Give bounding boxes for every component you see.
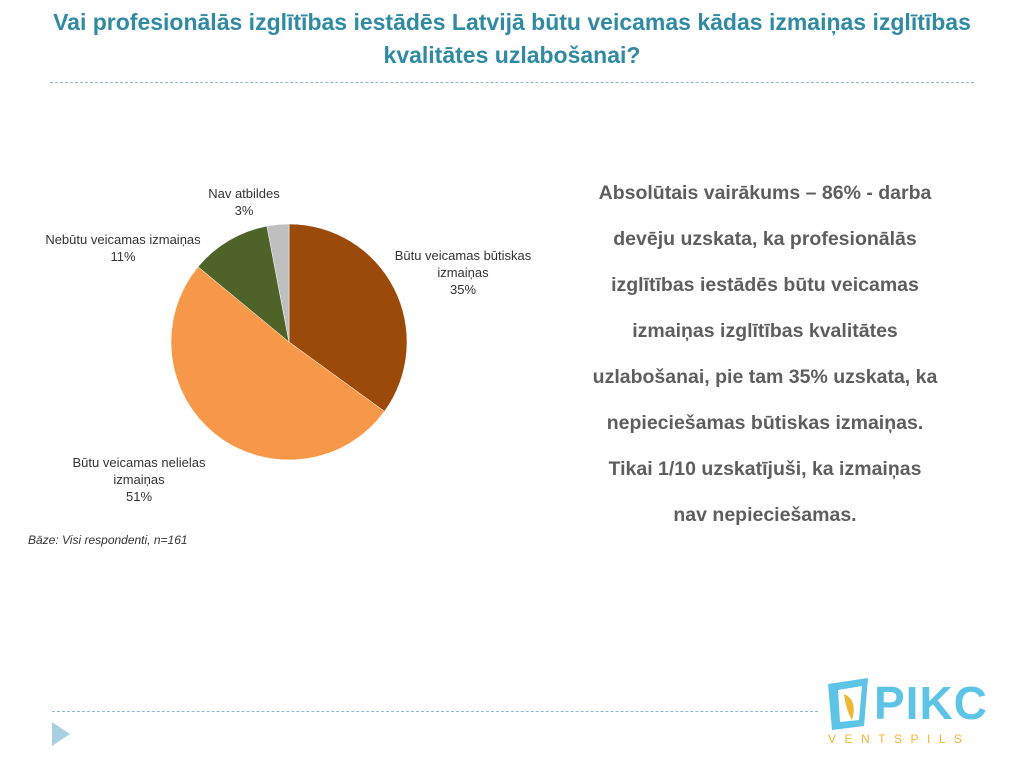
next-slide-arrow-icon[interactable] (52, 722, 70, 746)
slice-name-line: Nav atbildes (208, 186, 280, 201)
bottom-divider (52, 711, 818, 712)
slice-name-line: Nebūtu veicamas izmaiņas (45, 232, 201, 247)
top-divider (50, 82, 974, 83)
summary-line: nepieciešamas būtiskas izmaiņas. (606, 412, 924, 434)
slice-name-line: izmaiņas (437, 265, 489, 280)
slice-label-significant-changes: Būtu veicamas būtiskas izmaiņas 35% (378, 247, 548, 298)
summary-line: izglītības iestādēs būtu veicamas (611, 274, 919, 296)
logo-text: PIKC (874, 677, 988, 729)
slice-value-label: 3% (234, 203, 254, 218)
slice-label-minor-changes: Būtu veicamas nelielas izmaiņas 51% (54, 454, 224, 505)
summary-line: Tikai 1/10 uzskatījuši, ka izmaiņas (608, 458, 922, 480)
base-note: Bāze: Visi respondenti, n=161 (28, 533, 188, 547)
summary-line: uzlabošanai, pie tam 35% uzskata, ka (592, 366, 938, 388)
logo-emblem-icon (828, 678, 868, 730)
pikc-logo: PIKC VENTSPILS (824, 674, 1000, 754)
slice-value-label: 51% (125, 489, 153, 504)
slice-value-label: 35% (449, 282, 477, 297)
slice-name-line: izmaiņas (113, 472, 165, 487)
pie-slice-no-changes (197, 225, 290, 343)
summary-line: Absolūtais vairākums – 86% - darba (598, 182, 932, 204)
slice-name-line: Būtu veicamas nelielas (72, 455, 206, 470)
pie-slice-significant-changes (288, 223, 408, 412)
page-title: Vai profesionālās izglītības iestādēs La… (53, 9, 971, 68)
pie-slice-minor-changes (170, 266, 385, 461)
slice-value-label: 11% (110, 249, 136, 264)
logo-subtext: VENTSPILS (828, 732, 971, 746)
summary-text: Absolūtais vairākums – 86% - darba devēj… (562, 170, 968, 538)
summary-line: izmaiņas izglītības kvalitātes (632, 320, 898, 342)
summary-line: devēju uzskata, ka profesionālās (613, 228, 917, 250)
slice-label-no-answer: Nav atbildes 3% (184, 185, 304, 219)
pie-slice-no-answer (266, 223, 290, 343)
slice-label-no-changes: Nebūtu veicamas izmaiņas 11% (26, 231, 220, 265)
slice-name-line: Būtu veicamas būtiskas (394, 248, 532, 263)
summary-line: nav nepieciešamas. (673, 504, 857, 526)
